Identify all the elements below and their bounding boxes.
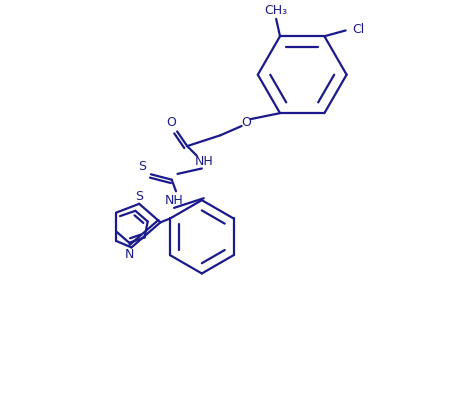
- Text: S: S: [138, 160, 146, 173]
- Text: O: O: [241, 117, 251, 130]
- Text: NH: NH: [194, 155, 213, 168]
- Text: O: O: [166, 117, 176, 130]
- Text: N: N: [125, 248, 134, 261]
- Text: S: S: [135, 190, 143, 203]
- Text: NH: NH: [165, 194, 184, 207]
- Text: CH₃: CH₃: [265, 4, 288, 17]
- Text: Cl: Cl: [353, 23, 365, 36]
